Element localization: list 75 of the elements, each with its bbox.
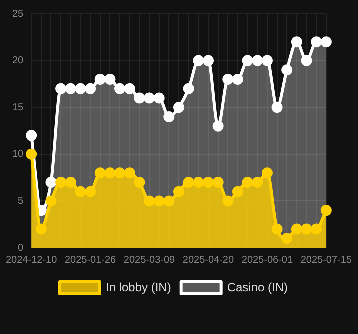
point	[26, 130, 38, 142]
point	[212, 176, 224, 188]
point	[104, 74, 116, 86]
point	[282, 64, 293, 76]
point	[124, 83, 136, 94]
point	[252, 176, 264, 188]
point	[232, 74, 244, 86]
point	[252, 55, 264, 66]
point	[75, 186, 86, 198]
point	[124, 168, 136, 179]
point	[311, 224, 322, 235]
point	[114, 168, 126, 179]
point	[222, 74, 234, 86]
point	[262, 168, 273, 179]
point	[291, 36, 302, 48]
point	[94, 168, 106, 179]
point	[75, 83, 86, 94]
point	[94, 74, 106, 86]
x-tick-label: 2025-07-15	[300, 254, 352, 266]
point	[85, 83, 96, 94]
point	[85, 186, 96, 198]
point	[26, 148, 38, 160]
point	[183, 176, 194, 188]
point	[65, 176, 76, 188]
point	[193, 55, 204, 66]
point	[301, 55, 312, 66]
point	[311, 36, 322, 48]
point	[242, 55, 254, 66]
point	[164, 196, 175, 207]
point	[104, 168, 116, 179]
point	[282, 233, 293, 244]
point	[36, 224, 47, 235]
point	[262, 55, 273, 66]
point	[174, 102, 184, 114]
point	[46, 176, 57, 188]
y-tick-label: 0	[18, 242, 24, 254]
point	[46, 196, 57, 207]
point	[164, 111, 175, 122]
point	[114, 83, 126, 94]
point	[202, 55, 214, 66]
y-tick-label: 25	[12, 8, 24, 20]
point	[222, 196, 234, 207]
point	[212, 120, 224, 132]
y-tick-label: 20	[12, 56, 24, 67]
point	[291, 224, 302, 235]
point	[56, 83, 67, 94]
point	[154, 92, 165, 104]
point	[144, 196, 156, 207]
point	[183, 83, 194, 94]
point	[174, 186, 184, 198]
point	[144, 92, 156, 104]
point	[272, 224, 283, 235]
x-tick-label: 2025-01-26	[64, 254, 117, 266]
point	[65, 83, 76, 94]
point	[134, 176, 146, 188]
y-tick-label: 15	[12, 102, 24, 114]
x-tick-label: 2025-03-09	[124, 254, 176, 266]
x-tick-label: 2024-12-10	[6, 254, 58, 266]
legend-label: Casino (IN)	[227, 280, 288, 294]
point	[134, 92, 146, 104]
y-tick-label: 10	[12, 149, 24, 160]
point	[320, 205, 332, 216]
point	[301, 224, 312, 235]
legend-label: In lobby (IN)	[106, 280, 172, 294]
point	[56, 176, 67, 188]
point	[232, 186, 244, 198]
point	[320, 36, 332, 48]
point	[272, 102, 283, 114]
point	[202, 176, 214, 188]
x-tick-label: 2025-04-20	[182, 254, 234, 266]
point	[193, 176, 204, 188]
point	[154, 196, 165, 207]
x-tick-label: 2025-06-01	[242, 254, 294, 266]
y-tick-label: 5	[18, 196, 24, 207]
point	[242, 176, 254, 188]
